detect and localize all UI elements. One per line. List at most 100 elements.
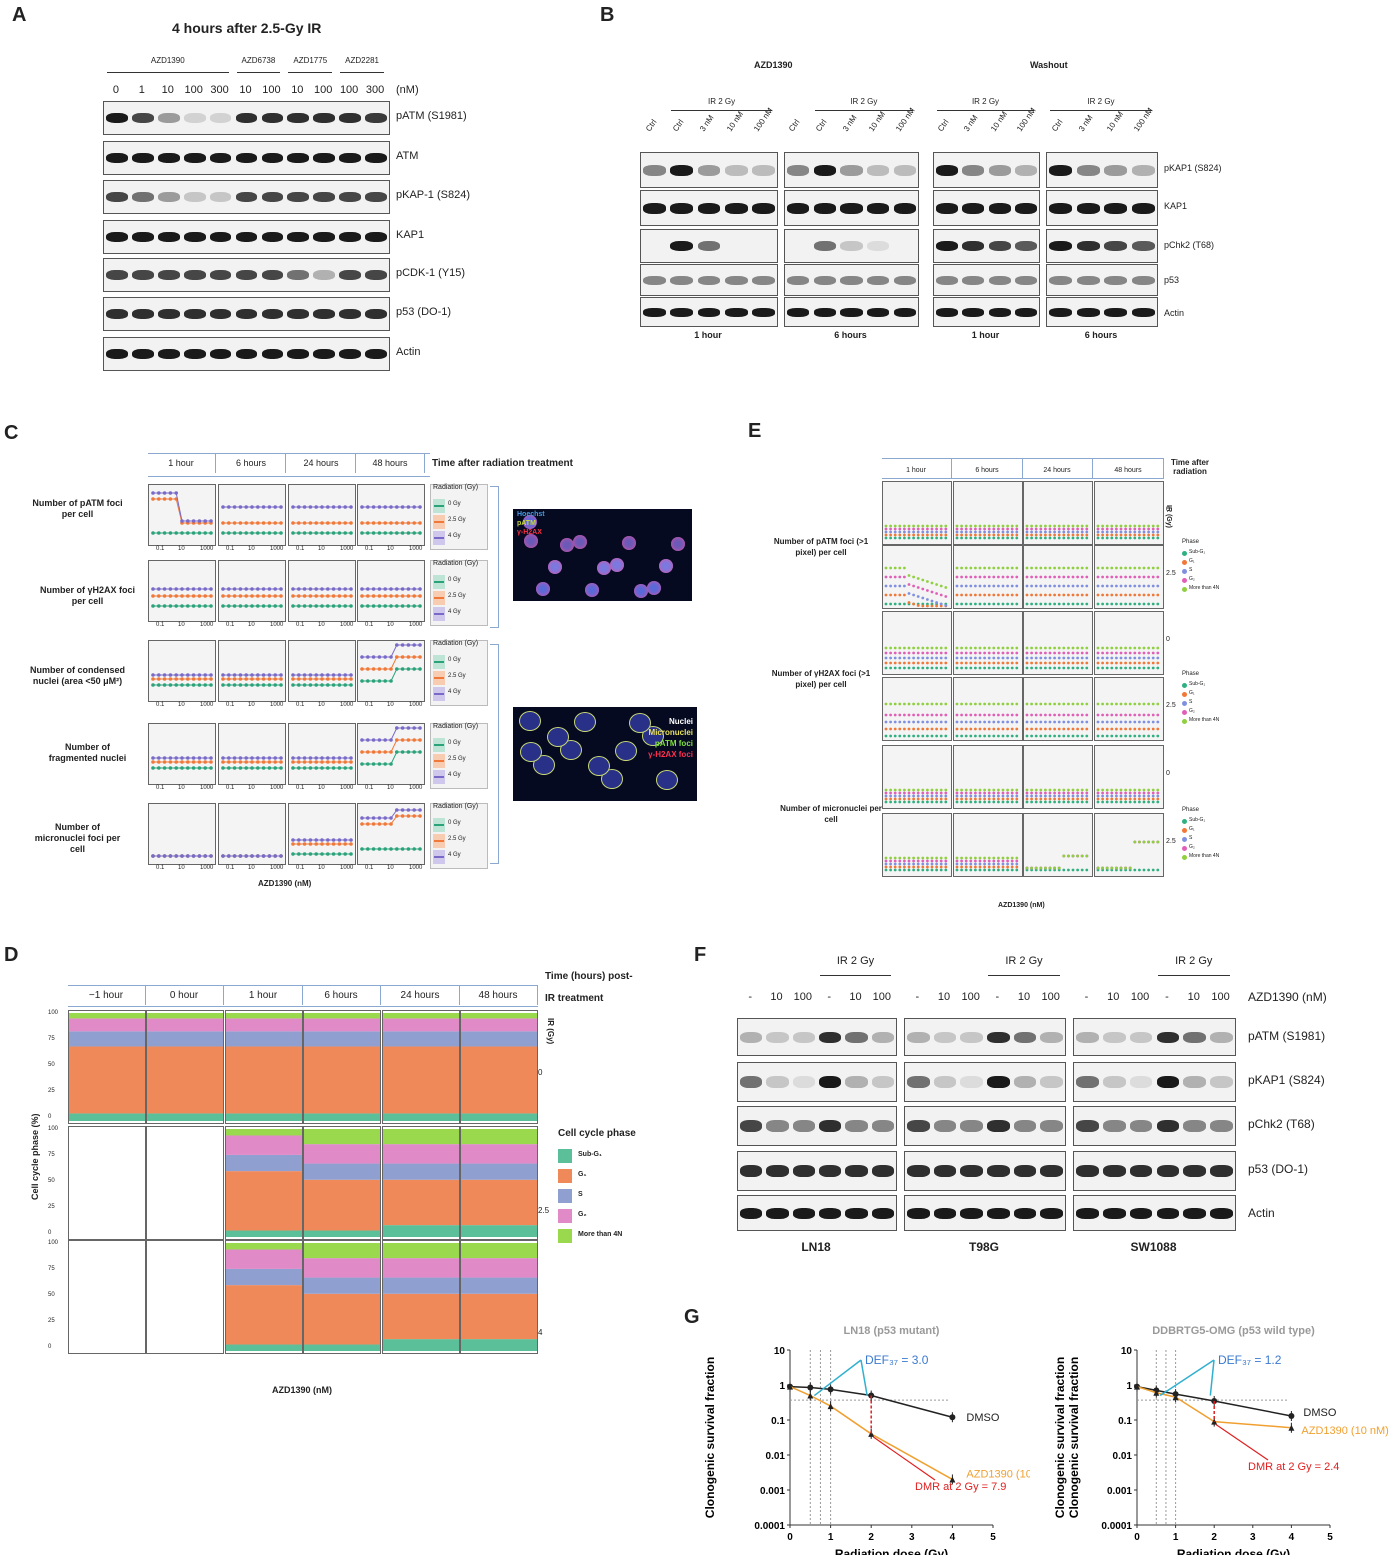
data-point bbox=[935, 856, 938, 860]
data-point bbox=[1110, 527, 1114, 531]
data-point bbox=[884, 584, 888, 588]
blot-strip bbox=[784, 264, 919, 296]
data-point bbox=[944, 533, 948, 537]
legend-item: G₁ bbox=[1189, 690, 1195, 696]
data-point bbox=[1062, 702, 1066, 706]
data-point bbox=[1128, 533, 1132, 537]
data-point bbox=[955, 651, 959, 655]
stack-band bbox=[383, 1243, 459, 1259]
dose-label: 100 bbox=[262, 84, 281, 96]
data-point bbox=[935, 720, 938, 724]
x-tick: 1000 bbox=[409, 785, 423, 791]
band bbox=[183, 153, 206, 164]
lane-label: Ctrl bbox=[813, 117, 829, 134]
legend-item: G₂ bbox=[1189, 844, 1195, 850]
data-point bbox=[930, 604, 934, 608]
data-point bbox=[884, 536, 888, 540]
facet bbox=[68, 1010, 146, 1124]
data-point bbox=[983, 524, 986, 528]
stack-band bbox=[304, 1179, 380, 1231]
data-point bbox=[1062, 530, 1066, 534]
lane-label: - bbox=[1084, 991, 1089, 1003]
data-point bbox=[1105, 734, 1109, 738]
legend-item: S bbox=[1189, 835, 1193, 841]
facet bbox=[1094, 745, 1164, 809]
data-point bbox=[907, 656, 911, 660]
data-point bbox=[889, 734, 892, 738]
micrograph-foci: Hoechst pATM γ-H2AX bbox=[513, 509, 692, 601]
data-point bbox=[1119, 527, 1123, 531]
data-point bbox=[930, 791, 934, 795]
data-point bbox=[1147, 575, 1150, 579]
data-point bbox=[893, 593, 897, 597]
series-line bbox=[362, 668, 420, 682]
data-point bbox=[1048, 866, 1052, 870]
data-point bbox=[969, 661, 973, 665]
legend-swatch bbox=[558, 1209, 572, 1223]
band bbox=[1183, 1076, 1206, 1089]
x-tick: 1000 bbox=[409, 702, 423, 708]
data-point bbox=[1085, 794, 1089, 798]
data-point bbox=[1151, 533, 1155, 537]
micro-label: γ-H2AX foci bbox=[648, 750, 693, 759]
data-point bbox=[974, 727, 977, 731]
data-point bbox=[930, 797, 934, 801]
lane-label: - bbox=[995, 991, 1000, 1003]
data-point bbox=[983, 527, 986, 531]
data-point bbox=[1138, 713, 1141, 717]
data-point bbox=[1071, 734, 1075, 738]
stack-band bbox=[461, 1031, 537, 1047]
data-point bbox=[939, 868, 943, 872]
data-point bbox=[1025, 868, 1029, 872]
data-point bbox=[955, 788, 959, 792]
band bbox=[670, 202, 694, 214]
stack-band bbox=[383, 1129, 459, 1145]
band bbox=[1076, 241, 1100, 252]
data-point bbox=[955, 856, 959, 860]
stack-svg bbox=[461, 1243, 537, 1351]
data-point bbox=[1010, 656, 1014, 660]
data-point bbox=[1138, 720, 1141, 724]
data-point bbox=[1085, 646, 1089, 650]
nucleus bbox=[523, 515, 537, 529]
stack-band bbox=[383, 1031, 459, 1047]
data-point bbox=[1025, 661, 1029, 665]
data-point bbox=[1071, 524, 1075, 528]
stack-svg bbox=[226, 1243, 302, 1351]
data-point bbox=[1101, 727, 1104, 731]
data-point bbox=[1030, 527, 1033, 531]
data-point bbox=[1080, 646, 1084, 650]
data-point bbox=[1151, 661, 1155, 665]
data-point bbox=[1115, 727, 1118, 731]
data-point bbox=[983, 788, 986, 792]
data-point bbox=[955, 666, 959, 670]
data-point bbox=[1057, 536, 1061, 540]
band bbox=[365, 349, 387, 360]
data-point bbox=[1025, 651, 1029, 655]
data-point bbox=[1096, 656, 1100, 660]
data-point bbox=[1034, 656, 1038, 660]
data-point bbox=[960, 524, 963, 528]
band bbox=[1040, 1165, 1063, 1178]
band bbox=[131, 232, 154, 243]
band bbox=[819, 1165, 842, 1178]
data-point bbox=[889, 602, 892, 606]
data-point bbox=[1006, 734, 1009, 738]
band bbox=[1013, 1031, 1037, 1044]
data-point bbox=[1076, 530, 1079, 534]
legend-item: 2.5 Gy bbox=[448, 756, 466, 762]
facet-header: 48 hours bbox=[478, 990, 518, 1001]
data-point bbox=[1115, 524, 1118, 528]
data-point bbox=[1067, 713, 1070, 717]
data-point bbox=[1096, 661, 1100, 665]
stack-band bbox=[383, 1046, 459, 1114]
data-point bbox=[1119, 530, 1123, 534]
data-point bbox=[1128, 575, 1132, 579]
data-point bbox=[1044, 584, 1047, 588]
band bbox=[1014, 164, 1037, 176]
data-point bbox=[1001, 791, 1005, 795]
data-point bbox=[1138, 788, 1141, 792]
data-point bbox=[1142, 602, 1146, 606]
facet-svg bbox=[1025, 854, 1089, 872]
data-point bbox=[1071, 575, 1075, 579]
